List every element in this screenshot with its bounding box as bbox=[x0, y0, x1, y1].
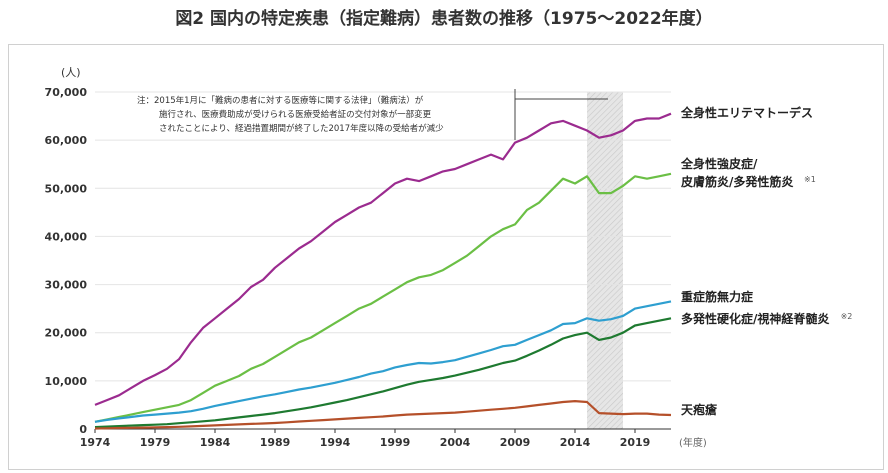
x-tick-label: 2014 bbox=[560, 436, 591, 449]
x-tick-label: 2019 bbox=[620, 436, 651, 449]
y-tick-label: 10,000 bbox=[45, 375, 88, 388]
y-tick-label: 20,000 bbox=[45, 327, 88, 340]
x-tick-label: 1984 bbox=[200, 436, 231, 449]
x-tick-label: 2004 bbox=[440, 436, 471, 449]
series-line-3 bbox=[94, 317, 672, 429]
y-tick-label: 0 bbox=[79, 423, 87, 436]
y-tick-label: 70,000 bbox=[45, 86, 88, 99]
series-label-1: 皮膚筋炎/多発性筋炎 bbox=[680, 174, 793, 189]
x-tick-label: 2009 bbox=[500, 436, 531, 449]
series-line-4 bbox=[94, 400, 672, 430]
x-tick-label: 1994 bbox=[320, 436, 351, 449]
note-line-0: 注：2015年1月に「難病の患者に対する医療等に関する法律」（難病法）が bbox=[137, 95, 424, 106]
y-tick-label: 40,000 bbox=[45, 230, 88, 243]
series-label-3: 多発性硬化症/視神経脊髄炎 bbox=[681, 311, 829, 326]
note-line-1: 施行され、医療費助成が受けられる医療受給者証の交付対象が一部変更 bbox=[159, 109, 432, 120]
page-title: 図2 国内の特定疾患（指定難病）患者数の推移（1975～2022年度） bbox=[175, 9, 713, 29]
x-tick-label: 1999 bbox=[380, 436, 411, 449]
note-line-2: されたことにより、経過措置期間が終了した2017年度以降の受給者が減少 bbox=[159, 123, 444, 134]
x-tick-label: 1974 bbox=[80, 436, 111, 449]
series-footnote-mark-3: ※2 bbox=[841, 312, 853, 321]
y-tick-label: 30,000 bbox=[45, 279, 88, 292]
series-label-1: 全身性強皮症/ bbox=[680, 156, 758, 171]
y-tick-label: 50,000 bbox=[45, 182, 88, 195]
series-label-2: 重症筋無力症 bbox=[681, 289, 753, 304]
series-label-0: 全身性エリテマトーデス bbox=[680, 105, 813, 120]
shaded-period bbox=[587, 92, 623, 429]
y-axis-unit: (人) bbox=[61, 66, 81, 79]
y-tick-label: 60,000 bbox=[45, 134, 88, 147]
series-line-0 bbox=[94, 112, 672, 406]
line-chart: (人) (年度) 0 10,000 20,000 30,000 40,000 50,000… bbox=[45, 66, 853, 449]
series-label-4: 天疱瘡 bbox=[681, 402, 718, 417]
x-tick-label: 1989 bbox=[260, 436, 291, 449]
series-line-2 bbox=[94, 300, 672, 423]
x-axis-unit: (年度) bbox=[679, 436, 707, 449]
series-line-1 bbox=[94, 172, 672, 423]
chart-panel: (人) (年度) 0 10,000 20,000 30,000 40,000 50,000… bbox=[8, 44, 884, 470]
series-footnote-mark-1: ※1 bbox=[804, 175, 816, 184]
x-tick-label: 1979 bbox=[140, 436, 171, 449]
